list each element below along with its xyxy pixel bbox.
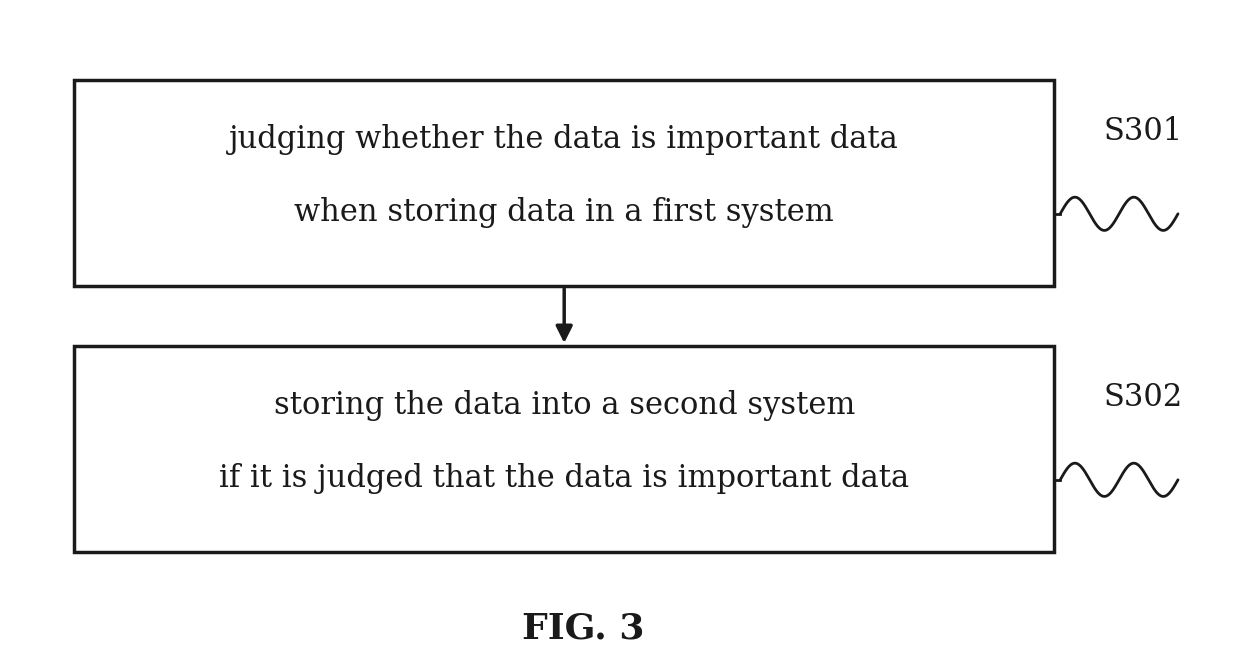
Text: FIG. 3: FIG. 3 <box>522 611 644 646</box>
FancyBboxPatch shape <box>74 346 1054 552</box>
Text: when storing data in a first system: when storing data in a first system <box>294 198 835 228</box>
Text: S301: S301 <box>1104 116 1183 147</box>
Text: S302: S302 <box>1104 382 1183 413</box>
Text: storing the data into a second system: storing the data into a second system <box>274 390 854 421</box>
Text: if it is judged that the data is important data: if it is judged that the data is importa… <box>219 464 909 494</box>
Text: judging whether the data is important data: judging whether the data is important da… <box>229 124 899 155</box>
FancyBboxPatch shape <box>74 80 1054 286</box>
